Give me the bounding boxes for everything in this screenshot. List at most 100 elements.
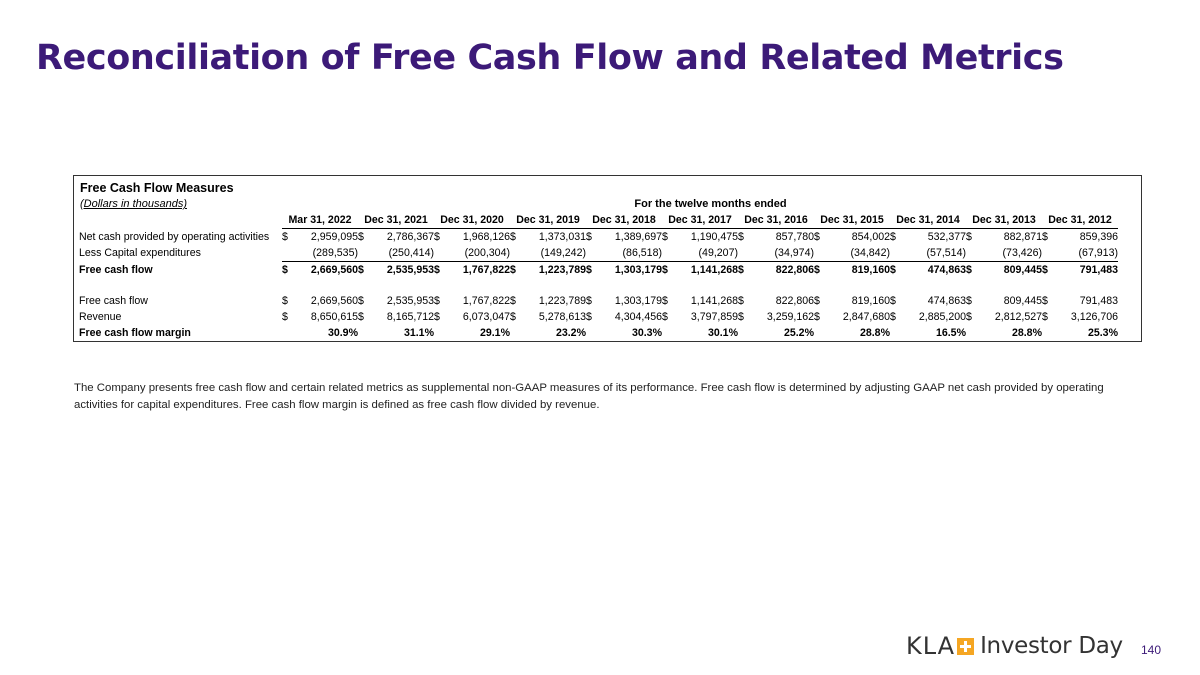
table-cell: $2,786,367	[358, 229, 434, 246]
cell-value: 2,669,560	[310, 264, 358, 276]
cell-value: 28.8%	[1011, 327, 1042, 339]
header-row: Mar 31, 2022 Dec 31, 2021 Dec 31, 2020 Dec …	[79, 212, 1118, 229]
table-cell: (73,426)	[966, 245, 1042, 262]
cell-value: 6,073,047	[462, 311, 510, 323]
table-cell: $1,223,789	[510, 293, 586, 309]
fcf-table: Mar 31, 2022 Dec 31, 2021 Dec 31, 2020 Dec …	[79, 212, 1118, 341]
table-cell: $819,160	[814, 293, 890, 309]
table-cell: $2,812,527	[966, 309, 1042, 325]
table-cell: $2,847,680	[814, 309, 890, 325]
table-cell: 28.8%	[814, 325, 890, 341]
cell-value: 1,223,789	[538, 295, 586, 307]
cell-value: 809,445	[1003, 295, 1042, 307]
table-cell: 16.5%	[890, 325, 966, 341]
currency-symbol: $	[510, 295, 516, 307]
cell-value: 882,871	[1003, 231, 1042, 243]
currency-symbol: $	[1042, 295, 1048, 307]
cell-value: 819,160	[851, 295, 890, 307]
cell-value: 2,535,953	[386, 295, 434, 307]
table-cell: $791,483	[1042, 262, 1118, 279]
table-cell: $1,223,789	[510, 262, 586, 279]
table-cell: $822,806	[738, 293, 814, 309]
currency-symbol: $	[358, 311, 364, 323]
table-row: Net cash provided by operating activitie…	[79, 229, 1118, 246]
row-label: Free cash flow margin	[79, 327, 191, 339]
cell-value: 8,165,712	[386, 311, 434, 323]
currency-symbol: $	[738, 311, 744, 323]
header-label-cell	[79, 212, 282, 229]
currency-symbol: $	[890, 231, 896, 243]
cell-value: 819,160	[851, 264, 890, 276]
cell-value: 16.5%	[935, 327, 966, 339]
footnote: The Company presents free cash flow and …	[74, 382, 1104, 411]
cell-value: 1,223,789	[538, 264, 586, 276]
cell-value: (86,518)	[622, 247, 662, 259]
cell-value: 1,373,031	[538, 231, 586, 243]
table-cell: 31.1%	[358, 325, 434, 341]
table-cell: 30.9%	[282, 325, 358, 341]
currency-symbol: $	[586, 295, 592, 307]
table-cell: $857,780	[738, 229, 814, 246]
currency-symbol: $	[434, 311, 440, 323]
cell-value: (73,426)	[1002, 247, 1042, 259]
column-header: Dec 31, 2015	[814, 212, 890, 229]
currency-symbol: $	[510, 231, 516, 243]
table-cell: (57,514)	[890, 245, 966, 262]
column-header: Dec 31, 2020	[434, 212, 510, 229]
currency-symbol: $	[966, 231, 972, 243]
table-cell: $3,797,859	[662, 309, 738, 325]
cell-value: 854,002	[851, 231, 890, 243]
currency-symbol: $	[662, 295, 668, 307]
row-label: Less Capital expenditures	[79, 247, 201, 260]
row-label: Revenue	[79, 311, 122, 323]
table-cell: 30.1%	[662, 325, 738, 341]
cell-value: 31.1%	[403, 327, 434, 339]
cell-value: (200,304)	[464, 247, 510, 259]
currency-symbol: $	[662, 231, 668, 243]
table-cell: (289,535)	[282, 245, 358, 262]
column-header: Dec 31, 2016	[738, 212, 814, 229]
table-cell: $2,885,200	[890, 309, 966, 325]
table-cell: $1,968,126	[434, 229, 510, 246]
currency-symbol: $	[738, 295, 744, 307]
table-cell: $532,377	[890, 229, 966, 246]
table-cell: 28.8%	[966, 325, 1042, 341]
table-cell: $1,767,822	[434, 293, 510, 309]
table-cell: 25.2%	[738, 325, 814, 341]
table-cell: $822,806	[738, 262, 814, 279]
cell-value: (34,974)	[774, 247, 814, 259]
table-row	[79, 278, 1118, 293]
table-cell: (86,518)	[586, 245, 662, 262]
column-header: Dec 31, 2021	[358, 212, 434, 229]
currency-symbol: $	[966, 295, 972, 307]
currency-symbol: $	[434, 264, 440, 276]
column-header: Dec 31, 2018	[586, 212, 662, 229]
table-cell: $5,278,613	[510, 309, 586, 325]
table-cell: $1,767,822	[434, 262, 510, 279]
currency-symbol: $	[358, 231, 364, 243]
currency-symbol: $	[282, 231, 288, 243]
cell-value: 3,797,859	[690, 311, 738, 323]
cell-value: 857,780	[775, 231, 814, 243]
table-cell: 25.3%	[1042, 325, 1118, 341]
table-cell: $1,141,268	[662, 293, 738, 309]
currency-symbol: $	[662, 311, 668, 323]
cell-value: 809,445	[1003, 264, 1042, 276]
cell-value: 822,806	[775, 264, 814, 276]
table-heading: Free Cash Flow Measures	[80, 181, 234, 195]
currency-symbol: $	[814, 264, 820, 276]
column-header: Dec 31, 2012	[1042, 212, 1118, 229]
cell-value: 859,396	[1079, 231, 1118, 243]
currency-symbol: $	[586, 311, 592, 323]
currency-symbol: $	[434, 295, 440, 307]
cell-value: 1,303,179	[614, 295, 662, 307]
table-cell: $2,535,953	[358, 262, 434, 279]
table-cell: $2,535,953	[358, 293, 434, 309]
table-cell: (250,414)	[358, 245, 434, 262]
cell-value: (149,242)	[540, 247, 586, 259]
logo-brand: KLA	[906, 632, 956, 660]
table-cell: $809,445	[966, 262, 1042, 279]
currency-symbol: $	[814, 311, 820, 323]
cell-value: 30.9%	[327, 327, 358, 339]
currency-symbol: $	[282, 311, 288, 323]
